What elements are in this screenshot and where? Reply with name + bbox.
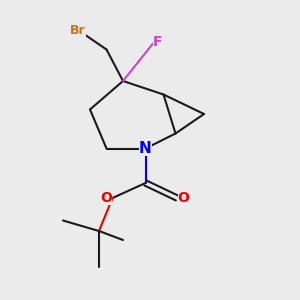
Text: N: N [139, 141, 152, 156]
Text: O: O [178, 191, 190, 205]
Text: Br: Br [70, 23, 86, 37]
Text: O: O [100, 191, 112, 205]
Text: F: F [153, 35, 162, 49]
